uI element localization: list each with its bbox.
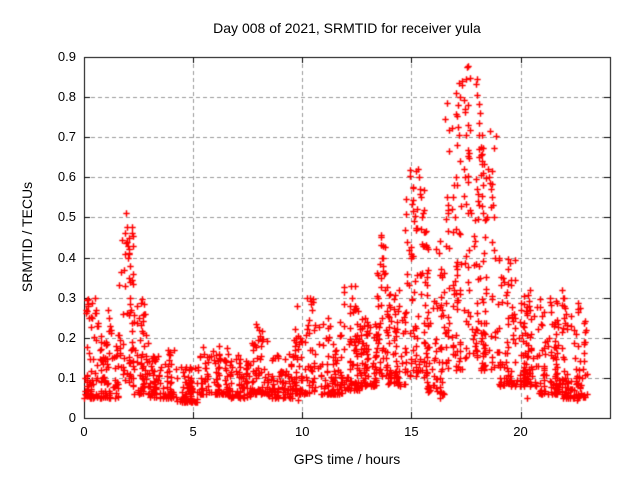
chart-title: Day 008 of 2021, SRMTID for receiver yul…: [213, 20, 481, 36]
x-tick-label: 0: [80, 424, 88, 439]
y-tick-label: 0.6: [57, 169, 76, 185]
y-axis-label: SRMTID / TECUs: [19, 181, 35, 293]
x-tick-label: 20: [513, 424, 528, 439]
y-tick-label: 0.3: [57, 289, 76, 305]
x-tick-label: 5: [189, 424, 197, 439]
y-tick-label: 0.5: [57, 209, 76, 225]
x-tick-label: 10: [295, 424, 310, 439]
y-tick-label: 0.2: [57, 329, 76, 345]
y-tick-label: 0.1: [57, 369, 76, 385]
y-tick-label: 0.4: [57, 249, 76, 265]
y-tick-label: 0.8: [57, 89, 76, 105]
y-tick-label: 0: [68, 410, 76, 425]
x-tick-label: 15: [404, 424, 419, 439]
y-tick-label: 0.9: [57, 49, 76, 64]
y-tick-label: 0.7: [57, 129, 76, 145]
x-axis-label: GPS time / hours: [293, 451, 401, 467]
